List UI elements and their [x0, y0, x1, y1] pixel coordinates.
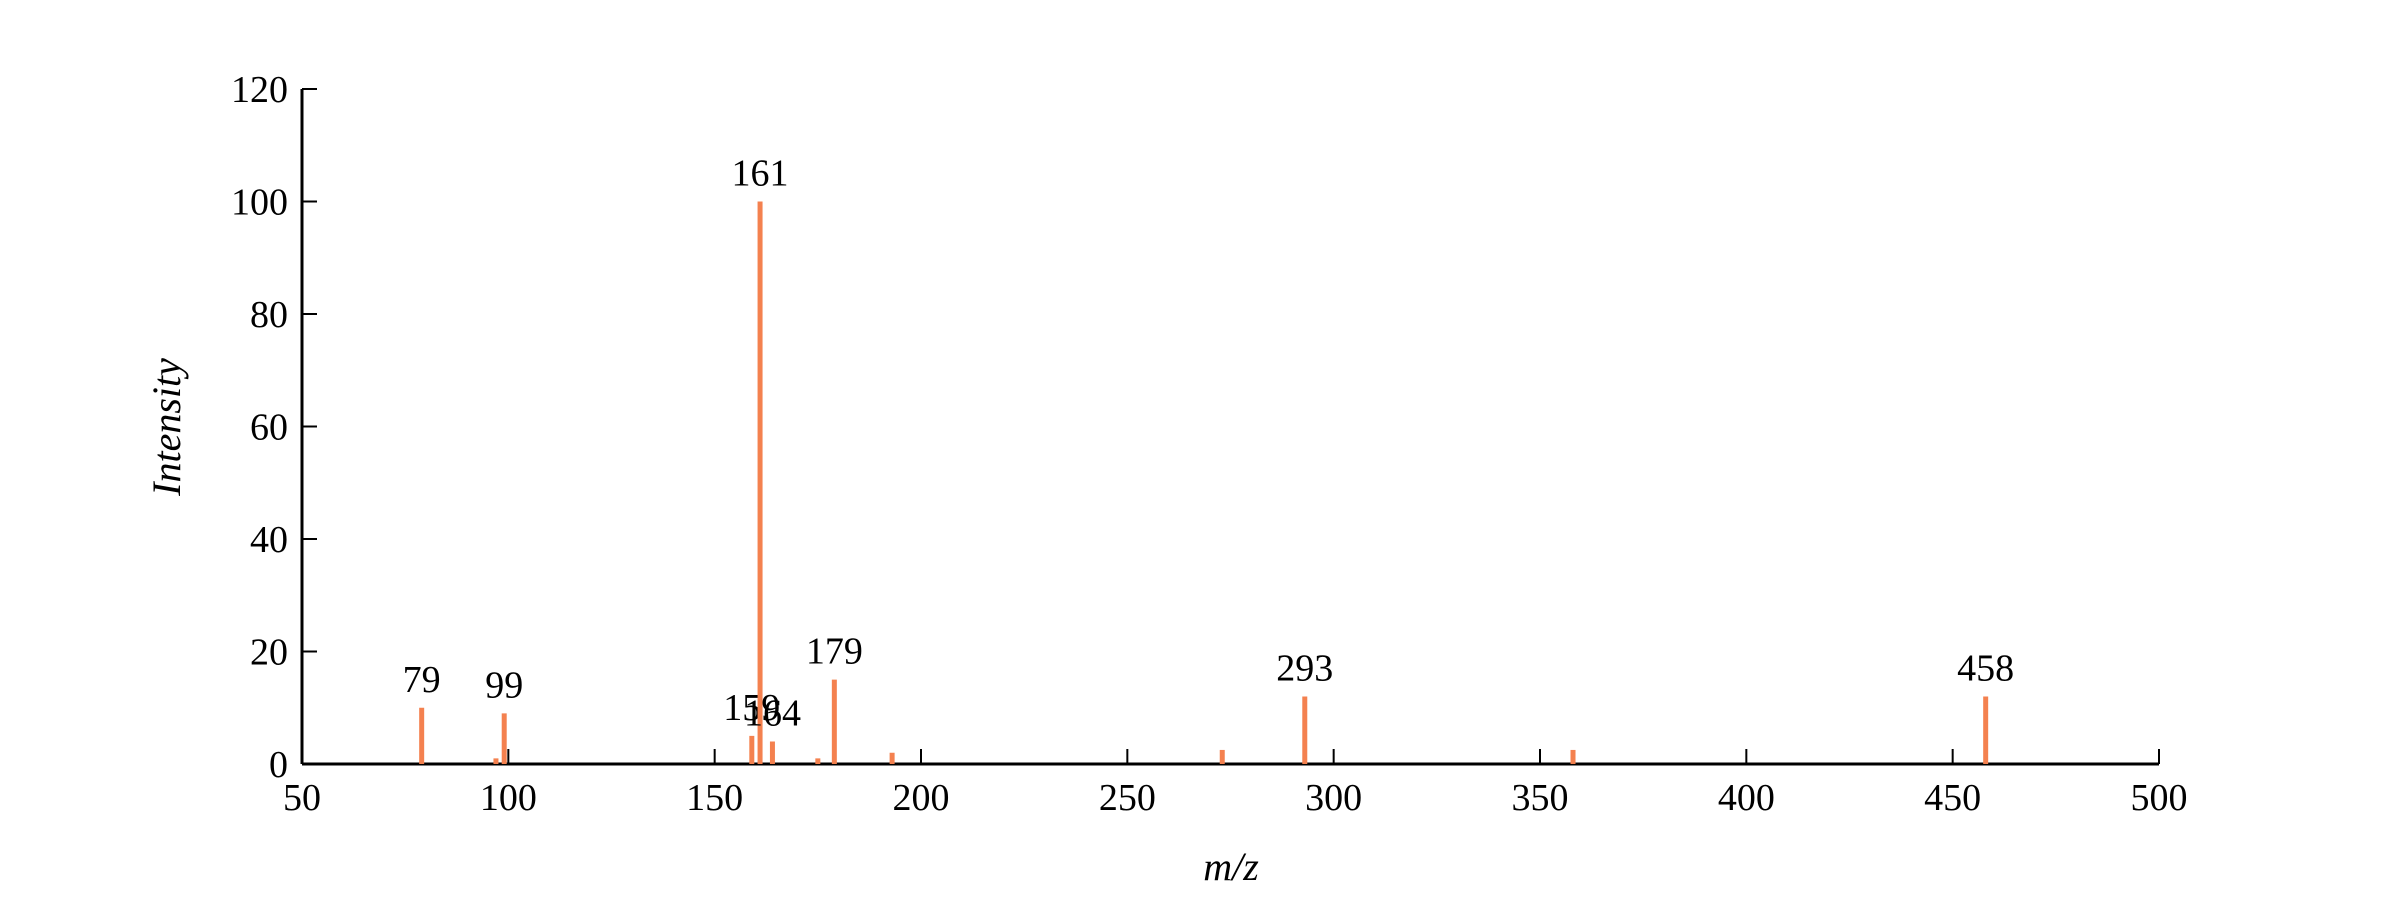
peak-label: 79	[403, 659, 441, 701]
y-tick-label: 80	[250, 294, 288, 336]
x-tick-label: 150	[686, 777, 743, 819]
x-tick-label: 100	[480, 777, 537, 819]
y-tick-label: 100	[231, 182, 288, 224]
x-tick-label: 200	[893, 777, 950, 819]
peak-label: 164	[744, 693, 801, 735]
peak-label: 99	[485, 664, 523, 706]
x-tick-label: 500	[2131, 777, 2188, 819]
peak-label: 179	[806, 631, 863, 673]
peak	[815, 758, 821, 764]
peak	[1570, 749, 1576, 764]
x-axis-label: m/z	[1203, 844, 1259, 889]
peak	[831, 679, 837, 764]
peak-label: 458	[1957, 648, 2014, 690]
peak	[757, 201, 763, 764]
peak-label: 159	[723, 687, 780, 729]
peak	[889, 752, 895, 764]
peak	[1983, 696, 1989, 764]
x-tick-label: 450	[1924, 777, 1981, 819]
peak-label: 293	[1276, 648, 1333, 690]
y-tick-label: 20	[250, 632, 288, 674]
x-tick-label: 250	[1099, 777, 1156, 819]
peak	[749, 735, 755, 764]
peak	[419, 707, 425, 764]
peak	[501, 713, 507, 764]
y-axis-label: Intensity	[144, 358, 189, 497]
peak	[1302, 696, 1308, 764]
y-tick-label: 60	[250, 407, 288, 449]
x-tick-label: 400	[1718, 777, 1775, 819]
x-tick-label: 350	[1512, 777, 1569, 819]
peak-label: 161	[732, 153, 789, 195]
peak	[493, 758, 499, 764]
y-tick-label: 120	[231, 69, 288, 111]
peak	[1219, 749, 1225, 764]
x-tick-label: 50	[283, 777, 321, 819]
y-tick-label: 40	[250, 519, 288, 561]
y-tick-label: 0	[269, 744, 288, 786]
x-tick-label: 300	[1305, 777, 1362, 819]
peak	[769, 741, 775, 764]
